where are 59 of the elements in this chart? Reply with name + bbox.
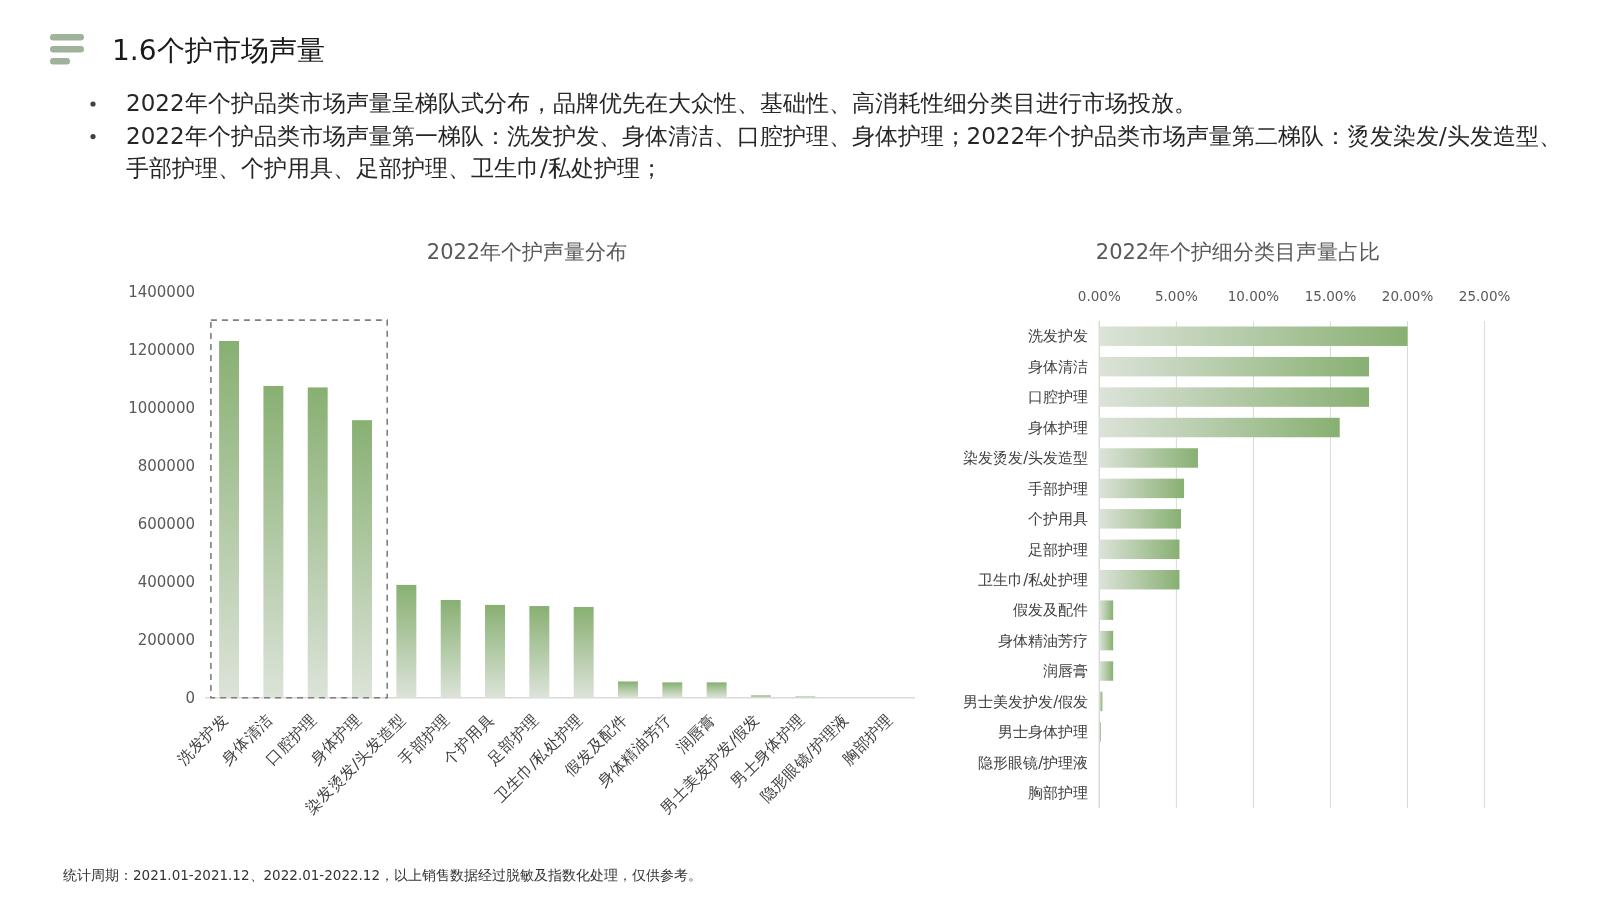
x-tick-label: 20.00% — [1381, 288, 1434, 304]
text: 2022年个护品类市场声量呈梯队式分布，品牌优先在大众性、基础性、高消耗性细分类目进行市场投放。 — [126, 90, 1197, 116]
bar — [352, 420, 373, 698]
x-tick-label: 25.00% — [1458, 288, 1511, 304]
y-tick-label: 男士美发护发/假发 — [963, 692, 1089, 711]
y-tick-label: 染发烫发/头发造型 — [963, 449, 1089, 468]
bar — [662, 682, 683, 698]
bar — [750, 695, 771, 698]
text: 1.6个护市场声量 — [112, 34, 325, 67]
bar — [1099, 387, 1370, 407]
y-tick-label: 1400000 — [128, 282, 195, 301]
y-tick-label: 口腔护理 — [1028, 388, 1089, 407]
y-tick-label: 身体护理 — [1028, 418, 1089, 437]
y-tick-label: 足部护理 — [1028, 540, 1089, 559]
bar — [1099, 600, 1114, 620]
bar — [1099, 326, 1408, 346]
x-tick-label: 10.00% — [1227, 288, 1280, 304]
bar — [307, 387, 328, 698]
bar — [1099, 539, 1180, 560]
bar — [618, 681, 638, 698]
chart-title: 2022年个护细分类目声量占比 — [1095, 240, 1381, 264]
y-tick-label: 身体精油芳疗 — [998, 631, 1089, 650]
bar — [573, 606, 594, 698]
y-tick-label: 洗发护发 — [1028, 327, 1089, 346]
bar — [396, 584, 417, 698]
y-tick-label: 身体清洁 — [1028, 357, 1089, 376]
y-tick-label: 个护用具 — [1028, 510, 1089, 529]
bar — [1099, 417, 1340, 438]
bar — [440, 599, 461, 698]
bar — [219, 341, 240, 698]
x-tick-label: 0.00% — [1077, 288, 1121, 304]
y-tick-label: 1200000 — [128, 340, 195, 359]
bar — [485, 604, 505, 698]
y-tick-label: 1000000 — [128, 398, 195, 417]
bar — [1099, 448, 1198, 468]
y-tick-label: 800000 — [137, 456, 195, 475]
y-tick-label: 手部护理 — [1028, 479, 1089, 498]
y-tick-label: 假发及配件 — [1013, 601, 1089, 620]
bar — [1099, 509, 1181, 529]
chart-title: 2022年个护声量分布 — [426, 240, 628, 264]
bar — [263, 385, 284, 698]
y-tick-label: 600000 — [137, 514, 195, 533]
bar — [1099, 630, 1114, 651]
bar — [1099, 661, 1114, 681]
y-tick-label: 200000 — [137, 630, 195, 649]
y-tick-label: 润唇膏 — [1043, 662, 1089, 681]
bar — [1099, 478, 1185, 499]
bar — [1099, 356, 1370, 377]
y-tick-label: 卫生巾/私处护理 — [978, 570, 1089, 589]
bar — [1099, 691, 1103, 712]
y-tick-label: 0 — [185, 688, 195, 707]
y-tick-label: 400000 — [137, 572, 195, 591]
text: 2022年个护品类市场声量第一梯队：洗发护发、身体清洁、口腔护理、身体护理；2022年个护品类市场声量第二梯队：烫发染发/头发造型、手部护理、个护用具、足部护理、卫生巾/私处护理； — [126, 122, 1562, 182]
bar — [1099, 569, 1180, 590]
bar — [529, 606, 550, 698]
x-tick-label: 5.00% — [1154, 288, 1198, 304]
text: 统计周期：2021.01-2021.12、2022.01-2022.12，以上销售数据经过脱敏及指数化处理，仅供参考。 — [63, 867, 703, 883]
x-tick-label: 15.00% — [1304, 288, 1357, 304]
bar — [706, 682, 727, 698]
